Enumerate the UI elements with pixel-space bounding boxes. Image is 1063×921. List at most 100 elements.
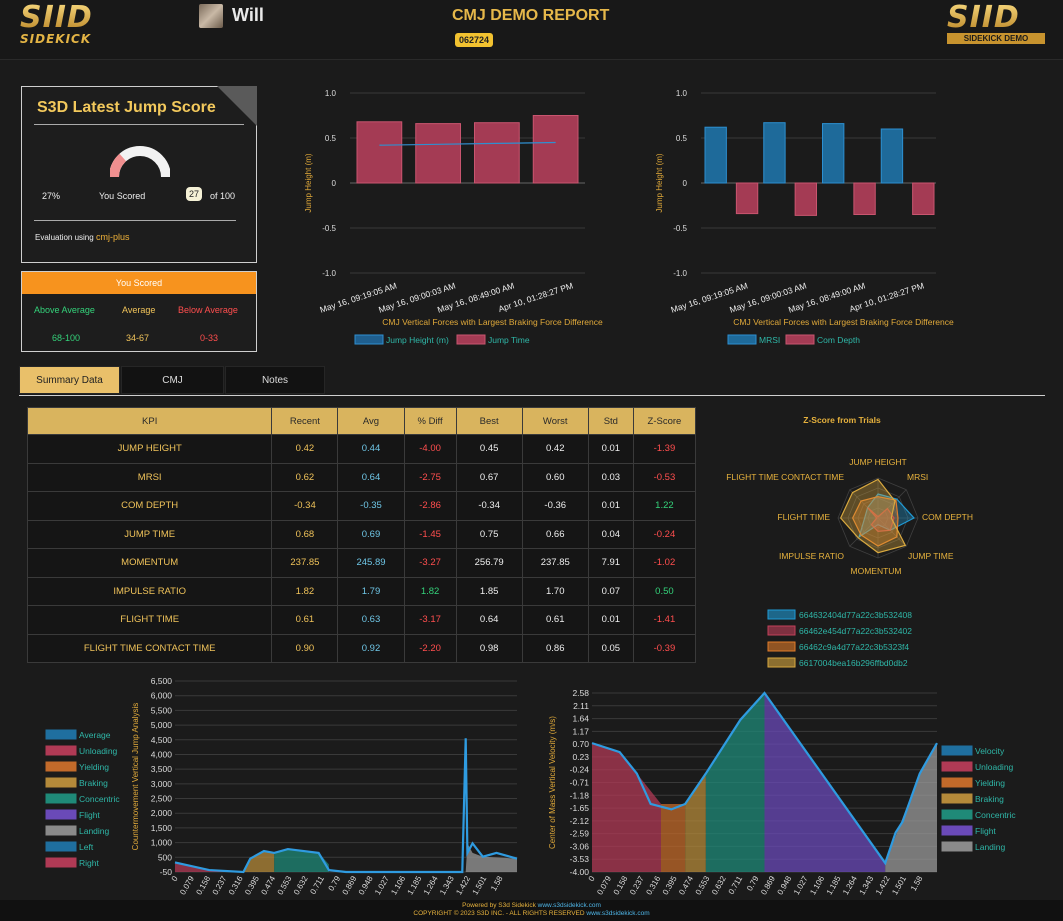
legend-label[interactable]: MRSI <box>759 335 780 345</box>
recent-value: 0.68 <box>271 519 339 549</box>
eval-prefix: Evaluation using <box>35 233 94 242</box>
phase-flight[interactable] <box>764 693 886 872</box>
table-row: COM DEPTH -0.34 -0.35 -2.86 -0.34 -0.36 0.01 1.… <box>26 491 697 521</box>
y-tick-label: 2.11 <box>573 701 589 711</box>
user-name: Will <box>232 5 264 25</box>
radar-legend-label[interactable]: 66462e454d77a22c3b532402 <box>799 626 912 636</box>
best-value: 0.45 <box>455 434 523 464</box>
y-tick-label: 4,000 <box>151 749 173 759</box>
x-tick-label: 0.158 <box>612 874 630 896</box>
phase-unloading[interactable] <box>592 743 661 872</box>
bar-com-depth[interactable] <box>735 182 759 215</box>
legend-label[interactable]: Flight <box>79 810 100 820</box>
below-average-label: Below Average <box>178 305 238 315</box>
bar-com-depth[interactable] <box>912 182 935 215</box>
legend-label[interactable]: Jump Height (m) <box>386 335 449 345</box>
user-avatar[interactable] <box>199 4 223 28</box>
bar-mrsi[interactable] <box>704 126 727 184</box>
legend-label[interactable]: Braking <box>79 778 108 788</box>
legend-label[interactable]: Left <box>79 842 94 852</box>
phase-concentric[interactable] <box>705 693 765 872</box>
brand-logo-main: SIID <box>20 3 115 33</box>
legend-label[interactable]: Unloading <box>79 746 118 756</box>
legend-label[interactable]: Average <box>79 730 111 740</box>
legend-label[interactable]: Velocity <box>975 746 1005 756</box>
radar-series[interactable] <box>851 496 899 547</box>
footer-powered-link[interactable]: www.s3dsidekick.com <box>537 902 601 909</box>
score-gauge <box>110 146 170 178</box>
legend-label[interactable]: Braking <box>975 794 1004 804</box>
bar-jump-time[interactable] <box>356 121 403 184</box>
y-tick-label: -3.53 <box>570 854 590 864</box>
bar-jump-time[interactable] <box>474 122 520 184</box>
phase-unloading[interactable] <box>175 862 244 872</box>
tab-notes[interactable]: Notes <box>225 366 325 394</box>
worst-value: 0.66 <box>521 519 589 549</box>
phase-landing[interactable] <box>465 843 517 872</box>
radar-legend-label[interactable]: 66462c9a4d77a22c3b5323f4 <box>799 642 909 652</box>
table-row: FLIGHT TIME 0.61 0.63 -3.17 0.64 0.61 0.01 -1.4… <box>26 605 697 635</box>
brand-logo-left[interactable]: SIID SIDEKICK <box>20 3 115 46</box>
radar-series[interactable] <box>839 478 907 554</box>
table-row: JUMP HEIGHT 0.42 0.44 -4.00 0.45 0.42 0.01 -1.3… <box>26 434 697 464</box>
bar-mrsi[interactable] <box>763 122 786 184</box>
best-value: 1.85 <box>455 576 523 606</box>
phase-landing[interactable] <box>885 743 937 872</box>
y-tick-label: -3.06 <box>570 841 590 851</box>
x-tick-label: 0.237 <box>211 874 229 896</box>
footer-copyright-link[interactable]: www.s3dsidekick.com <box>586 910 650 917</box>
bar-mrsi[interactable] <box>880 128 904 184</box>
line-jump-height[interactable] <box>379 141 556 146</box>
tab-cmj[interactable]: CMJ <box>121 366 224 394</box>
bar-com-depth[interactable] <box>794 182 817 216</box>
y-tick-label: 1.0 <box>676 89 688 98</box>
legend-label[interactable]: Flight <box>975 826 996 836</box>
legend-label[interactable]: Yielding <box>79 762 109 772</box>
legend-label[interactable]: Concentric <box>79 794 120 804</box>
legend-label[interactable]: Landing <box>975 842 1006 852</box>
eval-text: Evaluation using cmj-plus <box>35 232 129 242</box>
kpi-name: JUMP TIME <box>26 519 273 549</box>
x-tick-label: 0.316 <box>227 874 245 896</box>
bar-jump-time[interactable] <box>532 115 579 184</box>
eval-divider <box>34 220 236 221</box>
bar-com-depth[interactable] <box>853 182 876 215</box>
radar-axis-label: MOMENTUM <box>851 566 902 576</box>
x-tick-label: 0.632 <box>292 874 310 896</box>
legend-swatch <box>45 825 77 836</box>
best-value: 0.67 <box>455 462 523 492</box>
y-tick-label: -50 <box>160 867 173 877</box>
phase-braking[interactable] <box>243 850 275 872</box>
x-tick-label: 1.58 <box>489 874 505 892</box>
eval-model-link[interactable]: cmj-plus <box>95 232 130 242</box>
legend-label[interactable]: Unloading <box>975 762 1014 772</box>
legend-label[interactable]: Concentric <box>975 810 1016 820</box>
y-tick-label: 2.58 <box>572 688 589 698</box>
bar-jump-time[interactable] <box>415 123 461 184</box>
x-tick-label: 0 <box>587 874 597 883</box>
x-tick-label: 0.474 <box>677 874 695 896</box>
legend-label[interactable]: Right <box>79 858 99 868</box>
brand-logo-right[interactable]: SIID SIDEKICK DEMO <box>947 3 1045 45</box>
radar-axis-label: COM DEPTH <box>922 512 973 522</box>
legend-label[interactable]: Com Depth <box>817 335 860 345</box>
phase-concentric[interactable] <box>274 849 329 872</box>
radar-series[interactable] <box>867 507 895 532</box>
radar-legend-label[interactable]: 664632404d77a22c3b532408 <box>799 610 912 620</box>
curve-line[interactable] <box>174 738 518 874</box>
x-tick-label: 0 <box>170 874 180 883</box>
legend-swatch-jump-time <box>456 334 486 345</box>
table-row: MOMENTUM 237.85 245.89 -3.27 256.79 237.85 7.9… <box>26 548 697 578</box>
tab-summary-data[interactable]: Summary Data <box>19 366 120 394</box>
footer-powered: Powered by S3d Sidekick www.s3dsidekick.… <box>0 902 1063 910</box>
legend-swatch <box>45 809 77 820</box>
curve-line[interactable] <box>591 691 938 866</box>
legend-label[interactable]: Landing <box>79 826 110 836</box>
legend-label[interactable]: Yielding <box>975 778 1005 788</box>
y-tick-label: 3,000 <box>151 779 173 789</box>
bar-mrsi[interactable] <box>822 123 845 184</box>
radar-legend-label[interactable]: 6617004bea16b296ffbd0db2 <box>799 658 908 668</box>
phase-yielding[interactable] <box>661 803 686 872</box>
legend-label[interactable]: Jump Time <box>488 335 530 345</box>
